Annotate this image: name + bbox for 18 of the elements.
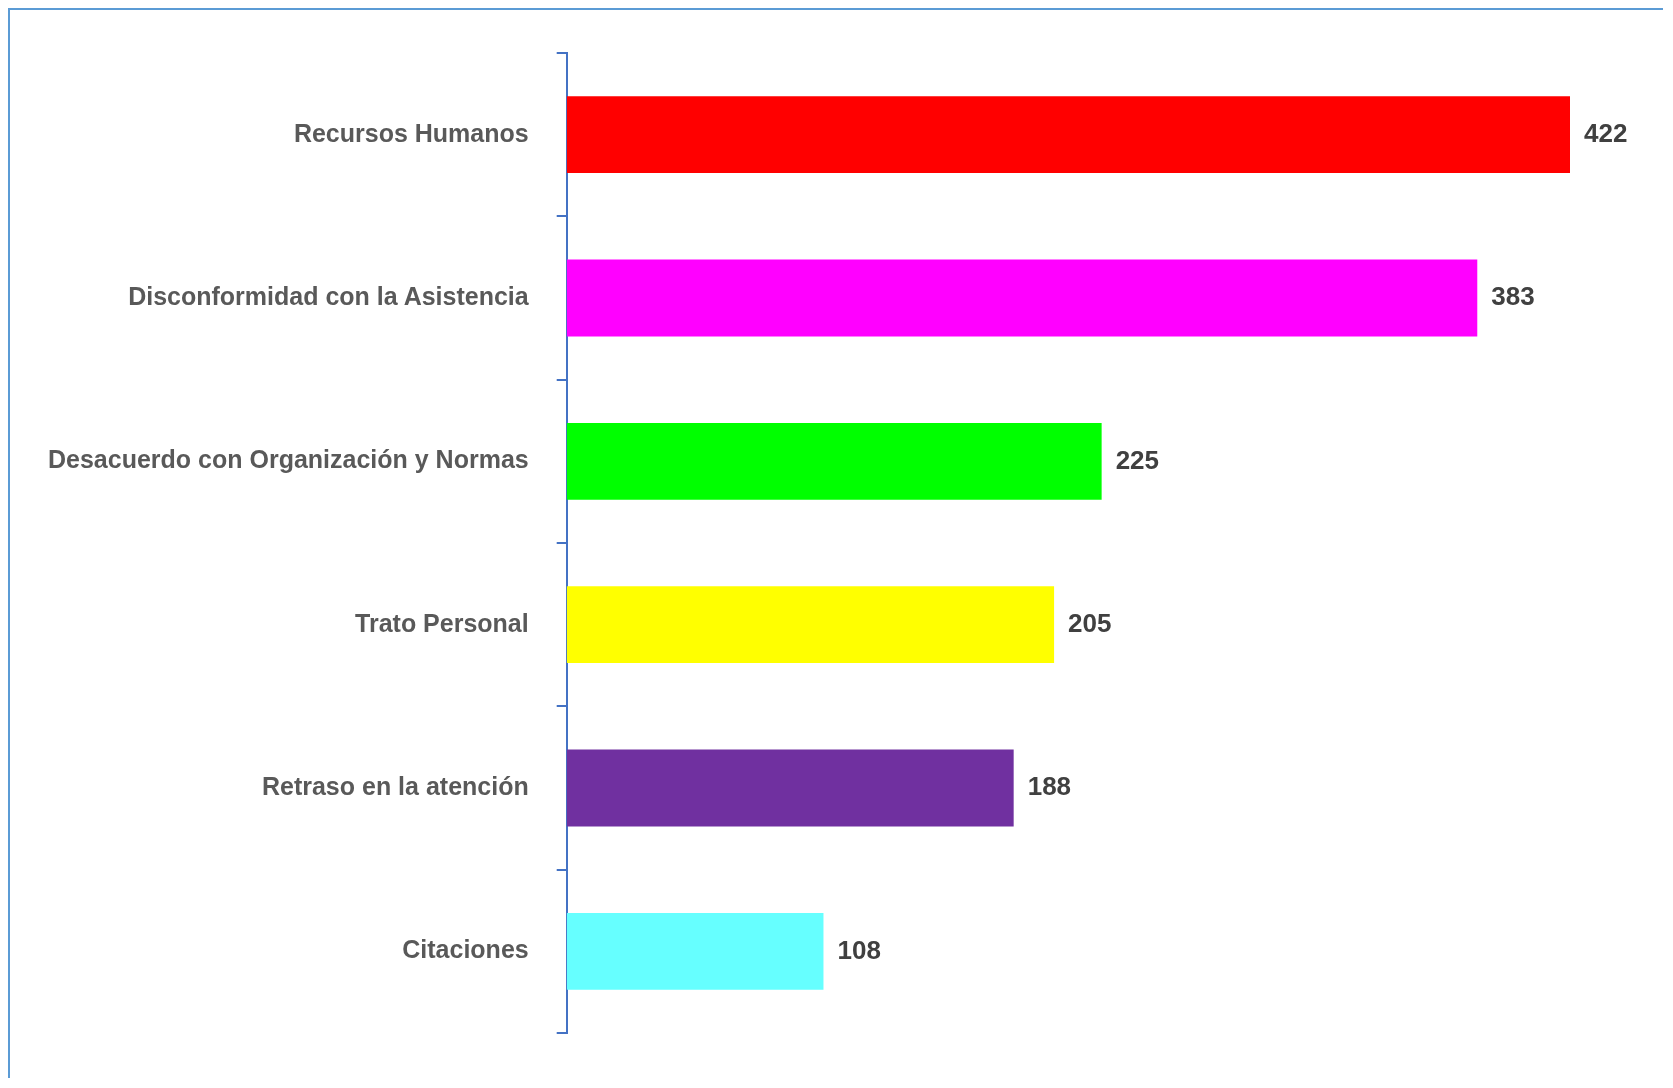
bar	[566, 749, 1014, 827]
bar	[566, 259, 1478, 337]
y-tick-label: Disconformidad con la Asistencia	[128, 281, 530, 310]
y-tick-label: Citaciones	[402, 935, 529, 964]
y-tick-label: Trato Personal	[355, 608, 529, 637]
data-label: 205	[1068, 607, 1112, 638]
bar	[566, 96, 1570, 174]
data-label: 422	[1584, 117, 1628, 148]
y-tick-label: Desacuerdo con Organización y Normas	[48, 445, 529, 474]
y-tick-label: Retraso en la atención	[261, 771, 529, 800]
y-tick-label: Recursos Humanos	[293, 118, 529, 147]
data-label: 383	[1491, 281, 1535, 312]
bar	[566, 422, 1102, 500]
bar	[566, 912, 824, 990]
data-label: 188	[1027, 771, 1072, 802]
data-label: 225	[1115, 444, 1160, 475]
bar	[566, 586, 1055, 664]
data-label: 108	[837, 934, 881, 965]
